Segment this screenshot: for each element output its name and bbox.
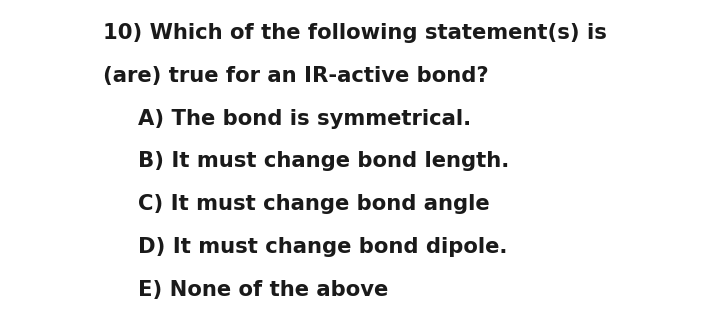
Text: E) None of the above: E) None of the above [138, 280, 388, 300]
Text: 10) Which of the following statement(s) is: 10) Which of the following statement(s) … [103, 23, 607, 43]
Text: A) The bond is symmetrical.: A) The bond is symmetrical. [138, 109, 471, 129]
Text: B) It must change bond length.: B) It must change bond length. [138, 151, 510, 172]
Text: D) It must change bond dipole.: D) It must change bond dipole. [138, 237, 508, 257]
Text: (are) true for an IR-active bond?: (are) true for an IR-active bond? [103, 66, 488, 86]
Text: C) It must change bond angle: C) It must change bond angle [138, 194, 490, 214]
